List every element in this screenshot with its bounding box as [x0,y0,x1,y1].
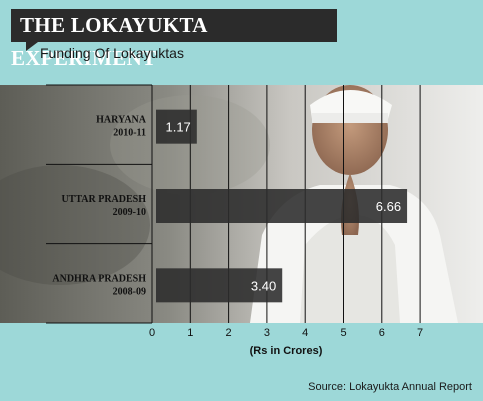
category-label: HARYANA [96,115,147,126]
bar [156,189,408,223]
category-label: 2009-10 [113,207,146,218]
chart-subtitle: Funding Of Lokayuktas [40,45,184,61]
title-callout-notch [26,42,38,51]
x-tick-label: 6 [379,327,385,339]
x-tick-label: 0 [149,327,155,339]
x-tick-label: 7 [417,327,423,339]
category-label: 2008-09 [113,286,146,297]
x-tick-label: 1 [187,327,193,339]
x-axis-label: (Rs in Crores) [250,345,323,357]
x-tick-label: 3 [264,327,270,339]
category-label: ANDHRA PRADESH [52,273,146,284]
x-tick-label: 5 [340,327,346,339]
bar [156,268,283,303]
category-label: UTTAR PRADESH [61,194,146,205]
source-note: Source: Lokayukta Annual Report [308,381,472,393]
bar-value-label: 3.40 [251,278,276,293]
chart-title: THE LOKAYUKTA EXPERIMENT [11,9,337,70]
x-tick-label: 4 [302,327,308,339]
bar [156,109,197,144]
category-label: 2010-11 [113,128,146,139]
bar-value-label: 6.66 [376,199,401,214]
x-tick-label: 2 [226,327,232,339]
bar-value-label: 1.17 [165,120,190,135]
